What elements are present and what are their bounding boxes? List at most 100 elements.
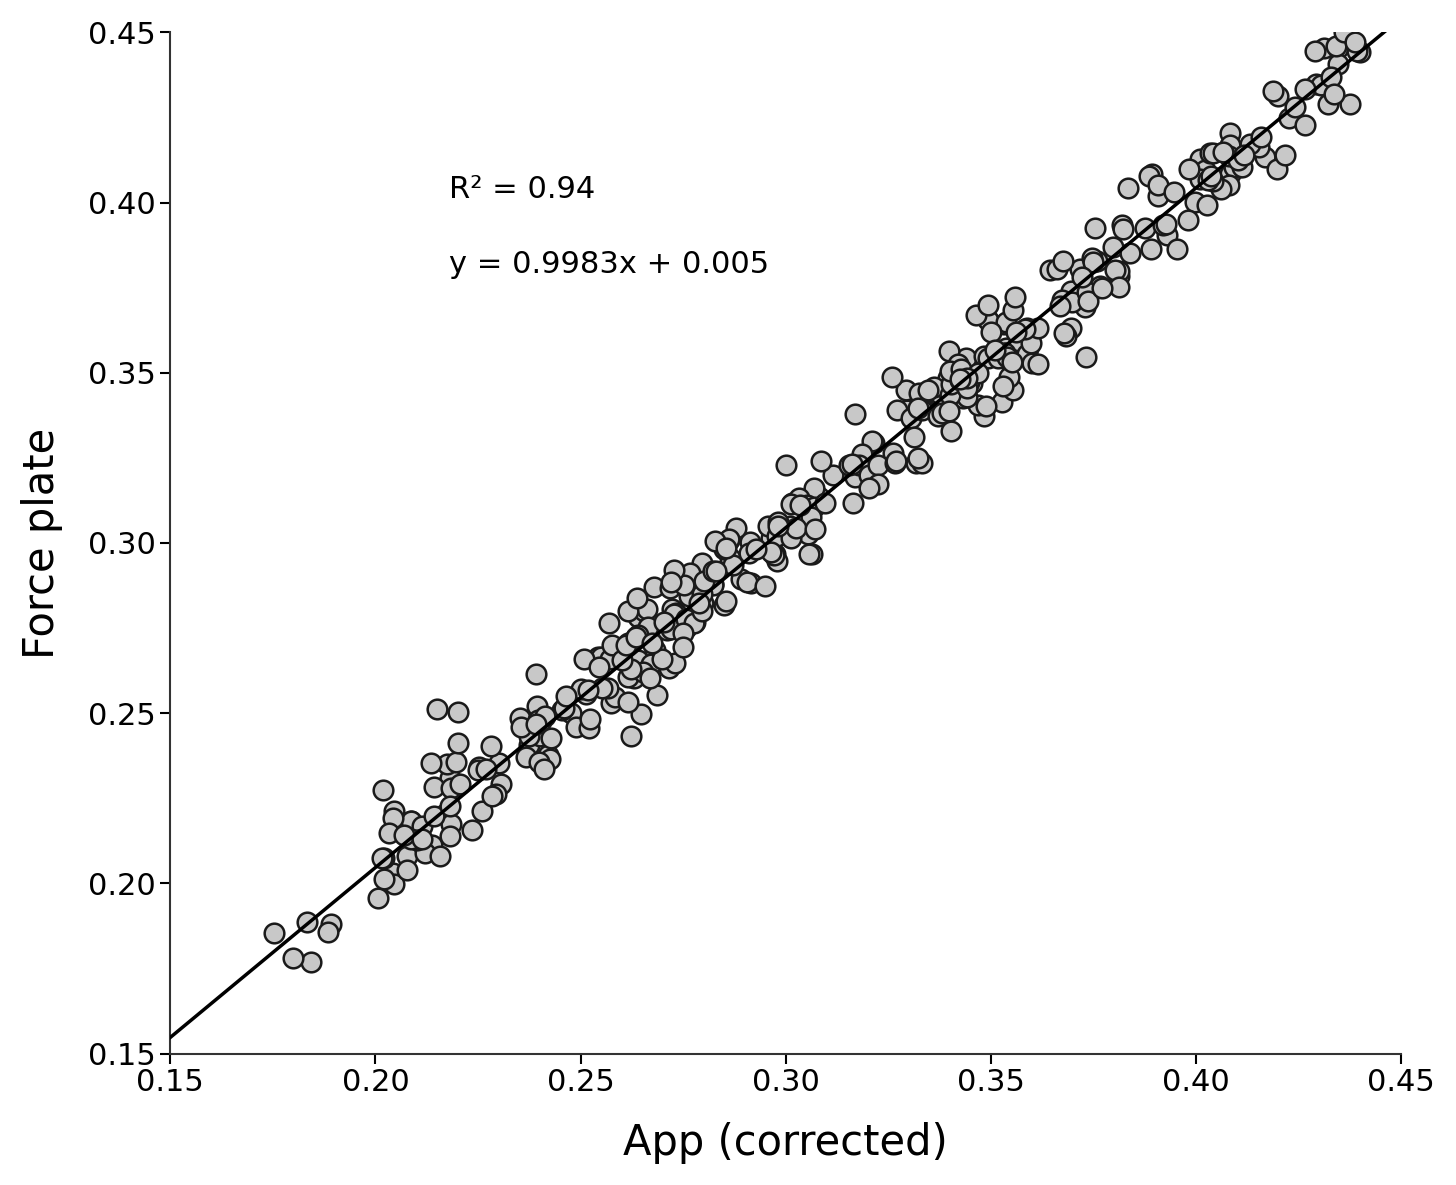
- Point: [373, 870, 396, 889]
- Point: [996, 351, 1019, 370]
- Point: [984, 341, 1008, 360]
- Point: [371, 848, 395, 867]
- Point: [644, 640, 667, 659]
- Point: [735, 572, 759, 591]
- Point: [1254, 148, 1277, 167]
- Point: [626, 607, 649, 626]
- Point: [411, 830, 434, 848]
- Point: [399, 812, 422, 831]
- Point: [737, 544, 760, 563]
- Point: [763, 546, 786, 565]
- Point: [703, 531, 727, 550]
- Point: [967, 354, 990, 373]
- Point: [527, 752, 550, 771]
- Point: [533, 706, 556, 725]
- Point: [1265, 87, 1289, 105]
- Point: [1015, 345, 1038, 364]
- Point: [1080, 281, 1104, 300]
- Point: [652, 613, 676, 632]
- Point: [585, 648, 609, 667]
- Point: [1198, 166, 1222, 185]
- Point: [779, 517, 802, 536]
- Point: [907, 384, 930, 403]
- Point: [550, 700, 574, 719]
- Point: [590, 648, 613, 667]
- Point: [775, 455, 798, 474]
- Point: [395, 847, 418, 866]
- Point: [569, 679, 593, 698]
- Point: [922, 383, 945, 402]
- Point: [1188, 154, 1211, 173]
- Point: [642, 578, 665, 597]
- Point: [610, 651, 633, 670]
- Point: [414, 844, 437, 863]
- Point: [858, 479, 881, 498]
- Point: [1313, 39, 1337, 58]
- Point: [881, 367, 904, 386]
- Point: [662, 561, 686, 579]
- Point: [1133, 219, 1156, 238]
- Point: [1073, 297, 1096, 316]
- Point: [600, 694, 623, 713]
- Point: [1075, 348, 1098, 367]
- Point: [662, 604, 686, 623]
- Point: [1111, 216, 1134, 235]
- Point: [756, 517, 779, 536]
- Point: [422, 807, 446, 826]
- Point: [1210, 180, 1233, 199]
- Point: [1332, 23, 1356, 41]
- Point: [572, 649, 596, 668]
- Point: [1082, 252, 1105, 271]
- Point: [938, 385, 961, 404]
- Point: [524, 665, 547, 684]
- Point: [954, 348, 977, 367]
- Point: [760, 529, 783, 547]
- Point: [955, 378, 978, 397]
- Point: [1319, 68, 1342, 87]
- Point: [795, 495, 818, 514]
- Point: [718, 530, 741, 549]
- Point: [906, 448, 929, 467]
- Point: [955, 387, 978, 406]
- Point: [552, 698, 575, 717]
- Point: [1176, 210, 1200, 229]
- Point: [1201, 172, 1224, 191]
- Point: [993, 344, 1016, 363]
- Point: [396, 860, 419, 879]
- Point: [480, 787, 504, 806]
- Point: [1227, 150, 1251, 169]
- Point: [903, 428, 926, 447]
- Point: [1051, 251, 1075, 270]
- Point: [860, 431, 884, 450]
- Point: [788, 488, 811, 507]
- Point: [527, 711, 550, 730]
- Point: [1194, 160, 1217, 179]
- Point: [678, 587, 702, 606]
- Point: [526, 697, 549, 716]
- Point: [895, 401, 919, 419]
- Point: [660, 620, 683, 639]
- Point: [632, 602, 655, 621]
- Point: [673, 575, 696, 594]
- Point: [649, 649, 673, 668]
- Point: [383, 801, 406, 820]
- Point: [1184, 192, 1207, 211]
- Point: [399, 812, 422, 831]
- Point: [1277, 109, 1300, 128]
- Point: [537, 745, 561, 764]
- Point: [952, 389, 976, 408]
- Point: [994, 347, 1018, 366]
- Point: [1293, 79, 1316, 98]
- Point: [298, 953, 322, 972]
- Point: [858, 466, 881, 485]
- Point: [1003, 288, 1026, 307]
- Point: [1176, 160, 1200, 179]
- Point: [766, 527, 789, 546]
- Point: [1310, 76, 1334, 95]
- Point: [1188, 149, 1211, 168]
- Point: [655, 621, 678, 640]
- Point: [661, 600, 684, 619]
- Point: [894, 380, 917, 399]
- Point: [671, 623, 695, 642]
- Point: [539, 749, 562, 768]
